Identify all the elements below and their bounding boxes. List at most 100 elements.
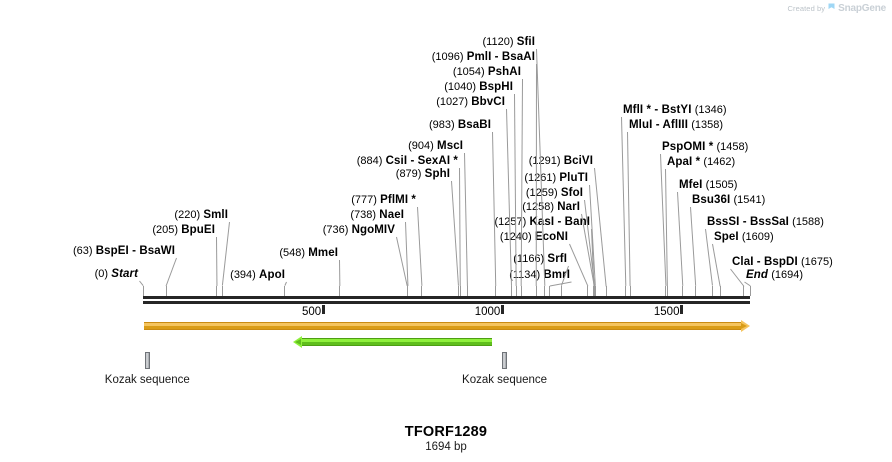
enzyme-label-bbvci[interactable]: (1027) BbvCI: [436, 96, 505, 108]
enzyme-label-mfli-bstyi[interactable]: MflI * - BstYI (1346): [623, 104, 727, 116]
enzyme-position: (1166): [513, 253, 545, 265]
enzyme-site-tick: [339, 286, 341, 296]
enzyme-label-pflmi-[interactable]: (777) PflMI *: [351, 194, 416, 206]
enzyme-label-bsu36i[interactable]: Bsu36I (1541): [692, 194, 765, 206]
enzyme-label-bcivi[interactable]: (1291) BciVI: [529, 155, 593, 167]
enzyme-label-pmli-bsaai[interactable]: (1096) PmlI - BsaAI: [432, 51, 535, 63]
enzyme-label-pshai[interactable]: (1054) PshAI: [453, 66, 521, 78]
enzyme-label-pspomi-[interactable]: PspOMI * (1458): [662, 141, 748, 153]
feature-arrowhead-left-core: [295, 339, 302, 345]
enzyme-site-tick: [466, 286, 468, 296]
enzyme-label-spei[interactable]: SpeI (1609): [714, 231, 774, 243]
enzyme-label-csii-sexai-[interactable]: (884) CsiI - SexAI *: [357, 155, 458, 167]
feature-arrow-orange[interactable]: [144, 322, 742, 330]
enzyme-name: End: [746, 269, 769, 281]
enzyme-site-tick: [495, 286, 497, 296]
enzyme-label-sphi[interactable]: (879) SphI: [396, 168, 450, 180]
enzyme-site-tick: [695, 286, 697, 296]
enzyme-name: EcoNI: [534, 231, 568, 243]
kozak-sequence-label: Kozak sequence: [104, 374, 190, 386]
enzyme-label-pluti[interactable]: (1261) PluTI: [524, 172, 588, 184]
enzyme-site-tick: [666, 286, 668, 296]
enzyme-position: (1120): [482, 36, 514, 48]
enzyme-label-bmri[interactable]: (1134) BmrI: [509, 269, 570, 281]
enzyme-label-mmei[interactable]: (548) MmeI: [279, 247, 338, 259]
enzyme-leader-line: [594, 167, 607, 287]
enzyme-site-tick: [216, 286, 218, 296]
ruler-tick-500: [322, 305, 325, 314]
enzyme-leader-line: [506, 108, 512, 287]
enzyme-label-bsphi[interactable]: (1040) BspHI: [444, 81, 513, 93]
enzyme-leader-line: [464, 152, 468, 287]
enzyme-site-tick: [535, 286, 537, 296]
enzyme-name: PshAI: [487, 66, 521, 78]
enzyme-position: (1541): [733, 194, 766, 206]
enzyme-name: BbvCI: [471, 96, 505, 108]
enzyme-position: (884): [356, 155, 383, 167]
enzyme-site-tick: [594, 286, 596, 296]
enzyme-name: Start: [111, 268, 138, 280]
enzyme-label-bsssi-bsssai[interactable]: BssSI - BssSaI (1588): [707, 216, 824, 228]
enzyme-label-apoi[interactable]: (394) ApoI: [230, 269, 285, 281]
ruler-label-500: 500: [301, 306, 322, 318]
enzyme-name: SmlI: [203, 209, 228, 221]
enzyme-position: (1258): [522, 201, 555, 213]
enzyme-label-ngomiv[interactable]: (736) NgoMIV: [323, 224, 395, 236]
enzyme-name: SpeI: [714, 231, 739, 243]
enzyme-label-bspei-bsawi[interactable]: (63) BspEI - BsaWI: [73, 245, 175, 257]
enzyme-position: (904): [408, 140, 434, 152]
enzyme-label-clai-bspdi[interactable]: ClaI - BspDI (1675): [732, 256, 833, 268]
enzyme-name: BspHI: [479, 81, 513, 93]
enzyme-label-mfei[interactable]: MfeI (1505): [679, 179, 737, 191]
enzyme-name: ApoI: [259, 269, 285, 281]
enzyme-site-tick: [143, 286, 144, 296]
enzyme-leader-line: [677, 191, 684, 287]
enzyme-site-tick: [510, 286, 512, 296]
enzyme-label-bpuei[interactable]: (205) BpuEI: [152, 224, 215, 236]
enzyme-position: (879): [395, 168, 422, 180]
kozak-sequence-marker[interactable]: [144, 352, 150, 369]
enzyme-site-tick: [750, 286, 751, 296]
enzyme-site-tick: [719, 286, 721, 296]
enzyme-label-mlui-afliii[interactable]: MluI - AflIII (1358): [629, 119, 723, 131]
enzyme-position: (736): [322, 224, 349, 236]
enzyme-leader-line: [459, 167, 461, 287]
enzyme-label-msci[interactable]: (904) MscI: [408, 140, 463, 152]
enzyme-label-sfii[interactable]: (1120) SfiI: [483, 36, 535, 48]
enzyme-label-nari[interactable]: (1258) NarI: [522, 201, 580, 213]
enzyme-position: (394): [230, 269, 256, 281]
snapgene-watermark: Created by SnapGene: [787, 3, 886, 14]
enzyme-name: BspEI - BsaWI: [95, 245, 175, 257]
enzyme-name: ApaI *: [667, 156, 701, 168]
enzyme-label-kasi-bani[interactable]: (1257) KasI - BanI: [494, 216, 590, 228]
enzyme-leader-line: [690, 206, 697, 287]
enzyme-leader-line: [451, 180, 459, 287]
enzyme-label-apai-[interactable]: ApaI * (1462): [667, 156, 735, 168]
page-title: TFORF1289: [404, 424, 488, 440]
enzyme-position: (1462): [703, 156, 736, 168]
enzyme-name: BsaBI: [457, 119, 491, 131]
enzyme-site-tick: [520, 286, 522, 296]
kozak-sequence-marker[interactable]: [502, 352, 508, 369]
enzyme-name: SfiI: [516, 36, 535, 48]
enzyme-label-end[interactable]: End (1694): [746, 269, 803, 281]
enzyme-label-start[interactable]: (0) Start: [95, 268, 138, 280]
enzyme-position: (1346): [694, 104, 727, 116]
enzyme-leader-line: [536, 48, 546, 287]
enzyme-label-bsabi[interactable]: (983) BsaBI: [429, 119, 491, 131]
enzyme-label-sfoi[interactable]: (1259) SfoI: [526, 187, 583, 199]
feature-arrow-green[interactable]: [300, 338, 493, 346]
enzyme-position: (738): [350, 209, 377, 221]
enzyme-label-smli[interactable]: (220) SmlI: [174, 209, 228, 221]
enzyme-position: (1040): [444, 81, 477, 93]
watermark-prefix: Created by: [787, 4, 826, 13]
enzyme-site-tick: [457, 286, 459, 296]
enzyme-site-tick: [515, 286, 517, 296]
feature-arrow-green-core: [300, 341, 493, 345]
enzyme-name: NgoMIV: [351, 224, 395, 236]
enzyme-site-tick: [544, 286, 546, 296]
enzyme-site-tick: [587, 286, 589, 296]
enzyme-name: NaeI: [379, 209, 404, 221]
ruler-label-1000: 1000: [474, 306, 501, 318]
enzyme-label-naei[interactable]: (738) NaeI: [350, 209, 404, 221]
